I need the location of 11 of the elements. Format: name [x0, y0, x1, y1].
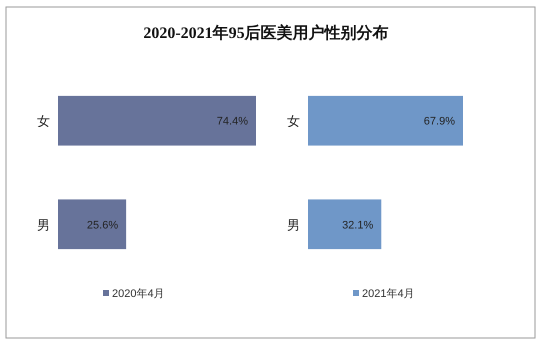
data-label: 25.6% [86, 219, 118, 232]
legend-label: 2020年4月 [112, 288, 165, 300]
y-tick-label: 女 [287, 114, 300, 129]
data-label: 74.4% [216, 116, 248, 128]
y-tick-label: 男 [287, 217, 300, 232]
chart-title: 2020-2021年95后医美用户性别分布 [143, 23, 389, 42]
legend-label: 2021年4月 [362, 288, 415, 300]
y-tick-label: 男 [37, 217, 50, 232]
data-label: 67.9% [424, 116, 456, 128]
data-label: 32.1% [342, 219, 374, 232]
y-tick-label: 女 [37, 114, 50, 129]
